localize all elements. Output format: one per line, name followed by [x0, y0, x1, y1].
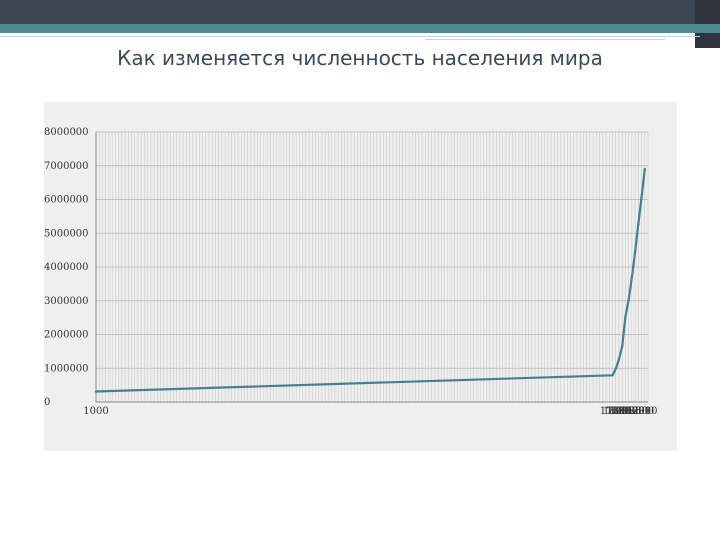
- data-point: [94, 390, 98, 393]
- data-point: [630, 275, 634, 279]
- y-tick-label: 6000000: [44, 195, 89, 206]
- x-tick-label: 2010: [632, 406, 657, 417]
- data-point: [620, 345, 624, 348]
- x-tick-label: 1900: [609, 406, 634, 417]
- y-tick-label: 8000000: [44, 127, 89, 138]
- y-tick-label: 5000000: [44, 228, 89, 239]
- data-point: [617, 358, 621, 361]
- data-point: [624, 315, 627, 319]
- divider-line-short: [425, 39, 665, 40]
- x-tick-label: 1980: [622, 406, 647, 417]
- x-tick-label: 1990: [626, 406, 651, 417]
- y-tick-label: 3000000: [44, 296, 89, 307]
- x-tick-label: 1850: [606, 406, 631, 417]
- chart-area: 0 1000000 2000000 3000000 4000000 5000000 6000…: [44, 102, 677, 451]
- header-bar: [0, 0, 720, 24]
- data-point: [643, 167, 646, 171]
- x-tick-label: 2000: [629, 406, 654, 417]
- data-point: [637, 222, 640, 226]
- data-point: [640, 196, 643, 199]
- accent-stripe: [0, 24, 720, 33]
- y-tick-label: 2000000: [44, 330, 89, 341]
- x-tick-label: 1970: [619, 406, 644, 417]
- y-tick-label: 4000000: [44, 262, 89, 273]
- data-point: [633, 250, 637, 254]
- x-tick-label: 1000: [83, 406, 108, 417]
- divider-line: [0, 36, 700, 37]
- x-tick-label: 1750: [600, 406, 625, 417]
- x-tick-label: 1800: [603, 406, 628, 417]
- data-point: [611, 374, 614, 377]
- y-tick-label: 0: [44, 397, 50, 408]
- data-point: [614, 367, 617, 371]
- y-tick-label: 1000000: [44, 363, 89, 374]
- x-tick-label: 1950: [613, 406, 638, 417]
- y-tick-label: 7000000: [44, 161, 89, 172]
- data-point: [627, 298, 630, 302]
- slide-title: Как изменяется численность населения мир…: [117, 46, 603, 70]
- x-tick-label: 1960: [616, 406, 641, 417]
- population-chart: 0 1000000 2000000 3000000 4000000 5000000 6000…: [44, 127, 657, 417]
